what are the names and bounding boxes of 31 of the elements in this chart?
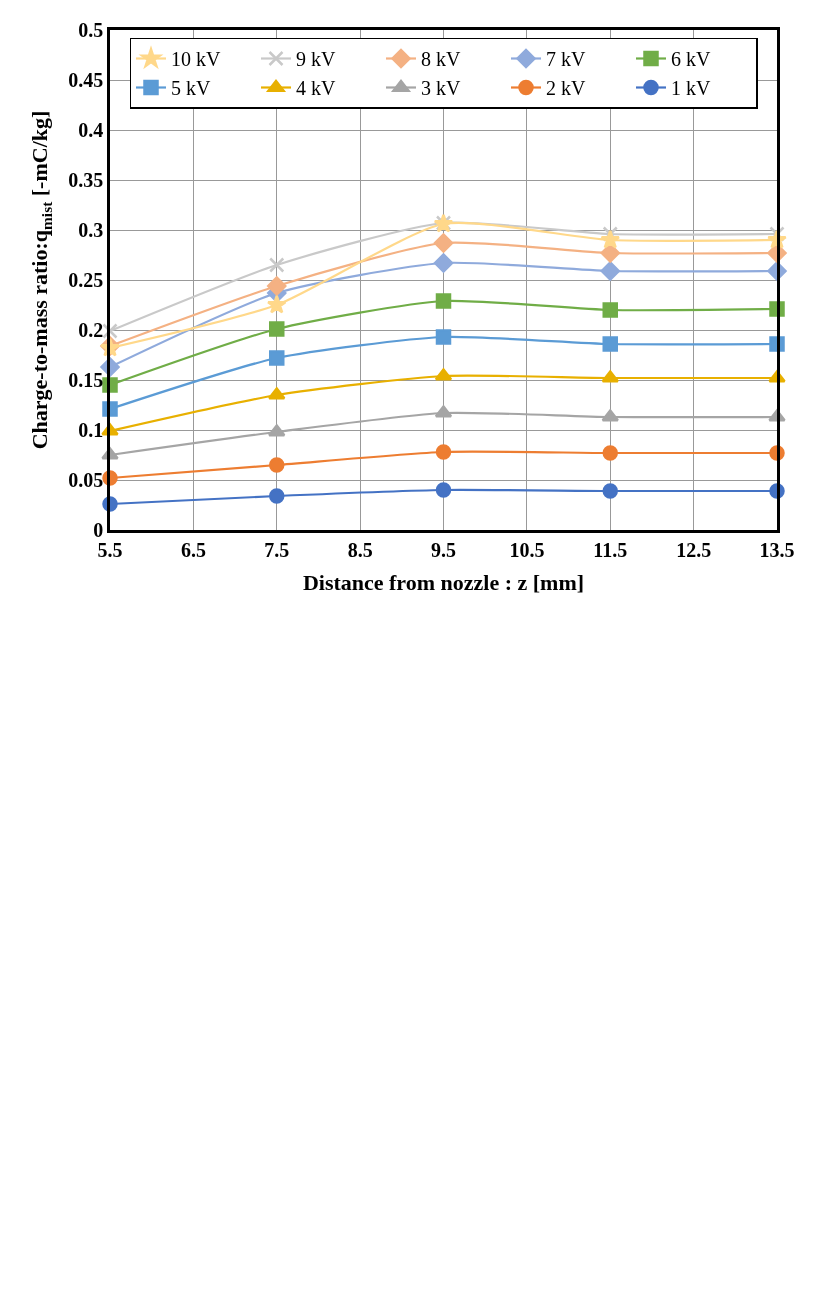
x-tick-label: 7.5 [264, 538, 290, 561]
y-tick-label: 0.5 [78, 19, 104, 41]
x-tick-label: 13.5 [759, 538, 795, 561]
y-tick-label: 0.05 [68, 469, 104, 491]
y-tick-label: 0.15 [68, 369, 104, 391]
x-tick-label: 10.5 [509, 538, 545, 561]
x-tick-label: 8.5 [347, 538, 373, 561]
y-tick-label: 0 [93, 519, 104, 541]
legend-label: 10 kV [171, 48, 221, 71]
x-tick-label: 9.5 [431, 538, 456, 561]
legend-label: 4 kV [296, 77, 336, 100]
y-tick-label: 0.2 [78, 319, 104, 341]
legend-label: 1 kV [671, 77, 711, 100]
legend-label: 3 kV [421, 77, 461, 100]
y-tick-label: 0.1 [78, 419, 104, 441]
y-tick-label: 0.35 [68, 169, 104, 191]
legend-label: 6 kV [671, 48, 711, 71]
x-tick-label: 12.5 [676, 538, 712, 561]
y-tick-label: 0.4 [78, 119, 104, 141]
x-tick-label: 5.5 [97, 538, 123, 561]
x-tick-label: 11.5 [593, 538, 628, 561]
legend-label: 5 kV [171, 77, 211, 100]
y-tick-label: 0.45 [68, 69, 104, 91]
x-axis-title: Distance from nozzle : z [mm] [302, 569, 585, 595]
legend-label: 8 kV [421, 48, 461, 71]
y-tick-label: 0.3 [78, 219, 104, 241]
y-tick-label: 0.25 [68, 269, 104, 291]
x-tick-label: 6.5 [180, 538, 206, 561]
legend-label: 7 kV [546, 48, 586, 71]
legend-label: 2 kV [546, 77, 586, 100]
legend-label: 9 kV [296, 48, 336, 71]
